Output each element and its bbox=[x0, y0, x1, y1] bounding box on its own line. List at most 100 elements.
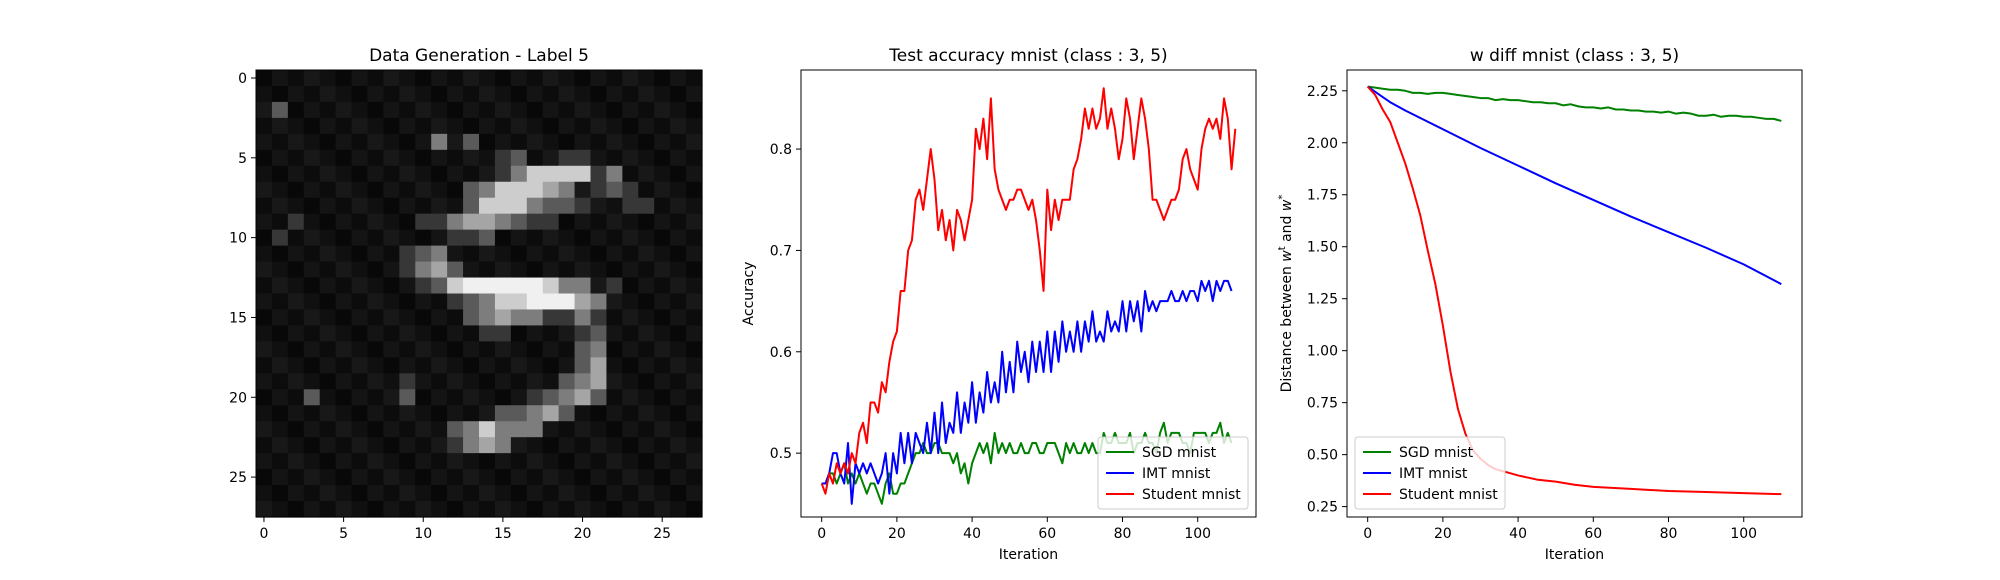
heatmap-cell bbox=[415, 405, 432, 422]
heatmap-cell bbox=[271, 357, 289, 374]
heatmap-cell bbox=[590, 293, 608, 311]
heatmap-cell bbox=[351, 389, 369, 406]
heatmap-cell bbox=[606, 421, 623, 438]
heatmap-cell bbox=[526, 261, 544, 279]
heatmap-cell bbox=[558, 357, 576, 374]
heatmap-cell bbox=[351, 261, 369, 279]
heatmap-cell bbox=[463, 133, 480, 151]
heatmap-cell bbox=[479, 117, 496, 135]
heatmap-cell bbox=[638, 101, 655, 119]
heatmap-cell bbox=[287, 437, 305, 454]
heatmap-cell bbox=[303, 261, 321, 279]
heatmap-cell bbox=[606, 325, 623, 342]
heatmap-xtick-label: 15 bbox=[494, 526, 512, 542]
wdiff-ytick-label: 0.50 bbox=[1307, 448, 1338, 464]
heatmap-cell bbox=[590, 101, 608, 119]
wdiff-series-sgd-line bbox=[1367, 85, 1782, 122]
heatmap-cell bbox=[686, 197, 703, 215]
heatmap-cell bbox=[303, 405, 321, 422]
heatmap-cell bbox=[638, 229, 655, 247]
heatmap-cell bbox=[670, 149, 687, 167]
heatmap-cell bbox=[256, 197, 273, 215]
heatmap-cell bbox=[542, 453, 560, 470]
heatmap-cell bbox=[479, 197, 496, 215]
heatmap-cell bbox=[447, 117, 464, 135]
heatmap-cell bbox=[319, 389, 337, 406]
heatmap-cell bbox=[510, 373, 528, 390]
heatmap-cell bbox=[542, 309, 560, 327]
heatmap-cell bbox=[510, 229, 528, 247]
heatmap-cell bbox=[383, 357, 400, 374]
heatmap-cell bbox=[415, 325, 432, 342]
heatmap-cell bbox=[303, 309, 321, 327]
heatmap-cell bbox=[670, 85, 687, 103]
heatmap-cell bbox=[256, 357, 273, 374]
heatmap-cell bbox=[494, 213, 512, 231]
heatmap-cell bbox=[399, 70, 416, 87]
heatmap-cell bbox=[574, 341, 592, 358]
heatmap-cell bbox=[303, 245, 321, 263]
heatmap-cell bbox=[303, 149, 321, 167]
heatmap-cell bbox=[558, 133, 576, 151]
heatmap-cell bbox=[638, 357, 655, 374]
heatmap-cell bbox=[399, 389, 416, 406]
heatmap-cell bbox=[335, 357, 353, 374]
heatmap-cell bbox=[399, 277, 416, 295]
heatmap-cell bbox=[351, 70, 369, 87]
heatmap-cell bbox=[654, 70, 671, 87]
heatmap-cell bbox=[367, 149, 385, 167]
heatmap-cell bbox=[367, 469, 385, 486]
heatmap-cell bbox=[590, 453, 608, 470]
heatmap-cell bbox=[287, 373, 305, 390]
heatmap-cell bbox=[574, 421, 592, 438]
heatmap-cell bbox=[415, 85, 432, 103]
heatmap-cell bbox=[574, 85, 592, 103]
heatmap-cell bbox=[606, 293, 623, 311]
heatmap-cell bbox=[686, 181, 703, 199]
heatmap-cell bbox=[351, 485, 369, 502]
heatmap-cell bbox=[654, 405, 671, 422]
heatmap-cell bbox=[463, 293, 480, 311]
heatmap-cell bbox=[415, 197, 432, 215]
heatmap-cell bbox=[574, 181, 592, 199]
heatmap-cell bbox=[287, 101, 305, 119]
heatmap-cell bbox=[399, 453, 416, 470]
heatmap-cell bbox=[319, 213, 337, 231]
heatmap-cell bbox=[256, 453, 273, 470]
heatmap-cell bbox=[574, 149, 592, 167]
heatmap-cell bbox=[399, 405, 416, 422]
heatmap-cell bbox=[287, 325, 305, 342]
heatmap-cell bbox=[415, 485, 432, 502]
heatmap-cell bbox=[606, 469, 623, 486]
heatmap-cell bbox=[335, 117, 353, 135]
heatmap-cell bbox=[574, 229, 592, 247]
heatmap-cell bbox=[431, 341, 448, 358]
heatmap-cell bbox=[303, 373, 321, 390]
heatmap-cell bbox=[686, 309, 703, 327]
heatmap-cell bbox=[431, 453, 448, 470]
heatmap-cell bbox=[494, 485, 512, 502]
heatmap-cell bbox=[526, 181, 544, 199]
heatmap-cell bbox=[638, 453, 655, 470]
heatmap-cell bbox=[256, 181, 273, 199]
heatmap-cell bbox=[479, 213, 496, 231]
heatmap-cell bbox=[654, 85, 671, 103]
heatmap-cell bbox=[367, 70, 385, 87]
heatmap-cell bbox=[494, 149, 512, 167]
heatmap-cell bbox=[574, 405, 592, 422]
heatmap-xtick-label: 20 bbox=[574, 526, 592, 542]
heatmap-cell bbox=[686, 229, 703, 247]
heatmap-cell bbox=[415, 181, 432, 199]
heatmap-cell bbox=[686, 405, 703, 422]
heatmap-cell bbox=[256, 293, 273, 311]
heatmap-cell bbox=[256, 277, 273, 295]
heatmap-cell bbox=[622, 229, 639, 247]
heatmap-cell bbox=[510, 133, 528, 151]
heatmap-cell bbox=[271, 85, 289, 103]
heatmap-cell bbox=[335, 421, 353, 438]
heatmap-cell bbox=[335, 101, 353, 119]
heatmap-cell bbox=[383, 469, 400, 486]
heatmap-cell bbox=[447, 101, 464, 119]
heatmap-cell bbox=[383, 405, 400, 422]
heatmap-cell bbox=[303, 165, 321, 183]
